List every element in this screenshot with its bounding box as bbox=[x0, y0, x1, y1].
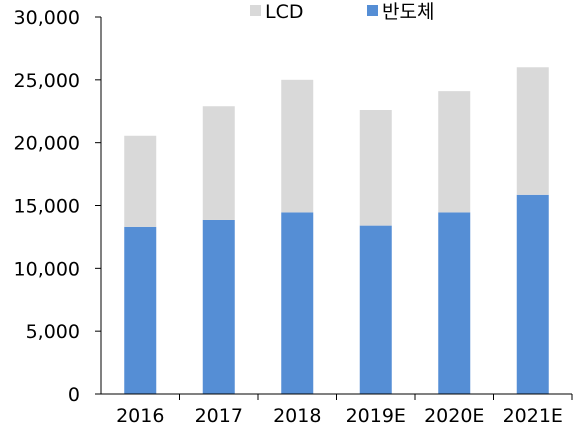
x-tick-label: 2017 bbox=[195, 405, 243, 427]
bar-lcd-2016 bbox=[124, 135, 157, 227]
y-tick-label: 0 bbox=[68, 384, 80, 406]
y-tick-label: 30,000 bbox=[14, 7, 80, 29]
x-tick-label: 2020E bbox=[424, 405, 484, 427]
x-tick-label: 2016 bbox=[116, 405, 164, 427]
x-tick-label: 2019E bbox=[346, 405, 406, 427]
y-tick-label: 10,000 bbox=[14, 258, 80, 280]
legend-swatch bbox=[250, 5, 261, 16]
bar-lcd-2019E bbox=[359, 109, 392, 226]
legend-label: LCD bbox=[265, 1, 303, 23]
y-tick-label: 25,000 bbox=[14, 70, 80, 92]
y-tick-label: 5,000 bbox=[26, 321, 80, 343]
legend-swatch bbox=[367, 5, 378, 16]
bar-semiconductor-2019E bbox=[359, 225, 392, 394]
bar-semiconductor-2017 bbox=[202, 219, 235, 394]
bar-semiconductor-2016 bbox=[124, 226, 157, 394]
bar-groups bbox=[124, 67, 549, 394]
x-tick-label: 2018 bbox=[273, 405, 321, 427]
bar-semiconductor-2020E bbox=[438, 212, 471, 394]
legend: LCD 반도체 bbox=[250, 1, 434, 23]
bar-lcd-2018 bbox=[281, 79, 314, 213]
bar-semiconductor-2021E bbox=[516, 194, 549, 394]
bar-semiconductor-2018 bbox=[281, 212, 314, 394]
bar-lcd-2021E bbox=[516, 67, 549, 195]
legend-label: 반도체 bbox=[382, 1, 434, 23]
y-tick-label: 20,000 bbox=[14, 133, 80, 155]
bar-lcd-2020E bbox=[438, 91, 471, 213]
bar-lcd-2017 bbox=[202, 106, 235, 220]
x-tick-label: 2021E bbox=[503, 405, 563, 427]
x-axis-ticks: 2016 2017 2018 2019E 2020E 2021E bbox=[116, 394, 573, 427]
y-axis-ticks: 0 5,000 10,000 15,000 20,000 25,000 30,000 bbox=[14, 7, 101, 406]
y-tick-label: 15,000 bbox=[14, 196, 80, 218]
